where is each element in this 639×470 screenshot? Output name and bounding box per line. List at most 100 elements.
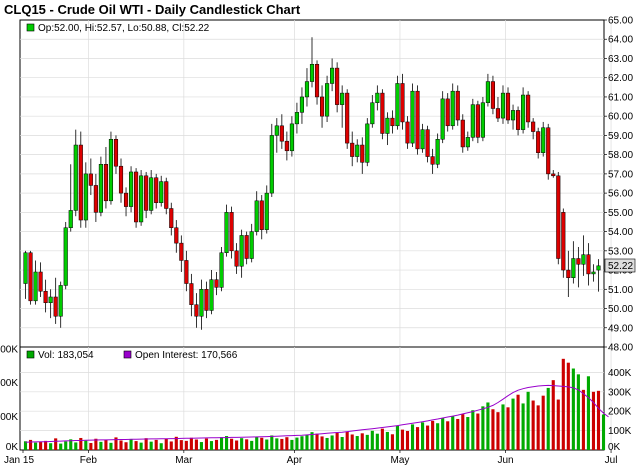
chart-title: CLQ15 - Crude Oil WTI - Daily Candlestic… [4, 2, 301, 17]
candle-body [420, 129, 425, 150]
candle-body [139, 175, 144, 223]
volume-bar [320, 436, 324, 450]
volume-bar [199, 442, 203, 450]
candle [214, 271, 219, 296]
candle-body [455, 90, 460, 121]
candle-body [113, 139, 119, 167]
volume-bar [285, 437, 289, 450]
price-tick-label: 60.00 [608, 112, 633, 123]
ohlc-legend-swatch [26, 23, 35, 32]
candle [118, 158, 124, 203]
candle-body [159, 181, 164, 203]
volume-bar [446, 421, 450, 450]
volume-bar [325, 437, 329, 450]
price-tick-label: 53.00 [608, 246, 633, 257]
candle [194, 293, 199, 328]
price-tick-label: 51.00 [608, 285, 633, 296]
candle [445, 93, 450, 132]
candle-body [224, 212, 229, 253]
volume-bar [164, 438, 168, 450]
candle-body [586, 254, 591, 275]
volume-bar [451, 416, 455, 450]
volume-bar [119, 440, 123, 450]
candle-body [470, 104, 475, 138]
volume-bar [591, 391, 596, 450]
price-tick-label: 65.00 [608, 16, 633, 27]
candle [450, 83, 455, 130]
volume-bar [255, 436, 259, 450]
candle [38, 262, 43, 297]
price-tick-label: 48.00 [608, 343, 633, 354]
candle-body [319, 96, 325, 117]
candle [425, 125, 430, 163]
volume-bar [431, 420, 435, 450]
candle-body [304, 81, 310, 98]
candle-body [546, 127, 551, 175]
candle-body [199, 289, 204, 317]
candle-body [460, 119, 465, 148]
volume-bar [280, 438, 284, 450]
volume-bar [305, 434, 309, 450]
volume-bar [84, 440, 88, 450]
candle-body [345, 92, 350, 144]
candle [576, 246, 581, 288]
candle [113, 135, 119, 174]
candle [28, 250, 33, 305]
candle [480, 96, 485, 142]
candle [164, 177, 169, 215]
candle-body [581, 254, 586, 265]
candle-body [516, 110, 521, 130]
candle-body [204, 289, 209, 311]
candle-body [294, 112, 299, 125]
price-tick-label: 50.00 [608, 304, 633, 315]
candle-body [93, 185, 98, 213]
candle-body [134, 171, 139, 223]
candle-body [209, 279, 214, 311]
candle [400, 73, 405, 130]
volume-bar [471, 410, 475, 450]
candle-body [38, 271, 43, 292]
volume-bar [265, 439, 269, 450]
volume-bar [501, 404, 505, 450]
candle [254, 191, 259, 236]
candle-body [78, 144, 83, 221]
candle [546, 123, 551, 180]
price-tick-label: 55.00 [608, 208, 633, 219]
candle [199, 279, 204, 330]
candle-body [83, 173, 88, 221]
volume-bar [415, 427, 420, 450]
candle [355, 139, 360, 163]
candle-body [495, 108, 501, 119]
volume-bar [39, 442, 43, 450]
oi-legend-text: Open Interest: 170,566 [135, 350, 238, 361]
candle-body [325, 83, 330, 117]
candle [490, 75, 495, 115]
candle-body [63, 227, 68, 286]
open-interest-line [25, 384, 609, 443]
candle [129, 166, 134, 213]
volume-bar [410, 424, 415, 450]
volume-bar [335, 432, 339, 450]
volume-bar [581, 389, 585, 450]
volume-bar [566, 362, 570, 450]
candle [224, 204, 229, 257]
candle [294, 102, 299, 134]
volume-bar [531, 400, 535, 450]
candle-body [264, 192, 269, 230]
candle-body [169, 208, 174, 228]
volume-bar [310, 432, 314, 450]
candle-body [465, 137, 470, 148]
volume-bar [124, 442, 128, 450]
volume-bar [109, 442, 113, 450]
candle [581, 235, 586, 276]
ohlc-legend-text: Op:52.00, Hi:52.57, Lo:50.88, Cl:52.22 [38, 23, 210, 34]
candle [465, 131, 470, 151]
volume-tick-label-right: 0K [608, 442, 621, 453]
candle [375, 85, 380, 111]
volume-bar [456, 418, 460, 450]
candle [596, 259, 601, 292]
volume-bar [260, 437, 264, 450]
candle [531, 118, 536, 140]
volume-bar [49, 443, 53, 450]
last-price-box [604, 258, 636, 273]
